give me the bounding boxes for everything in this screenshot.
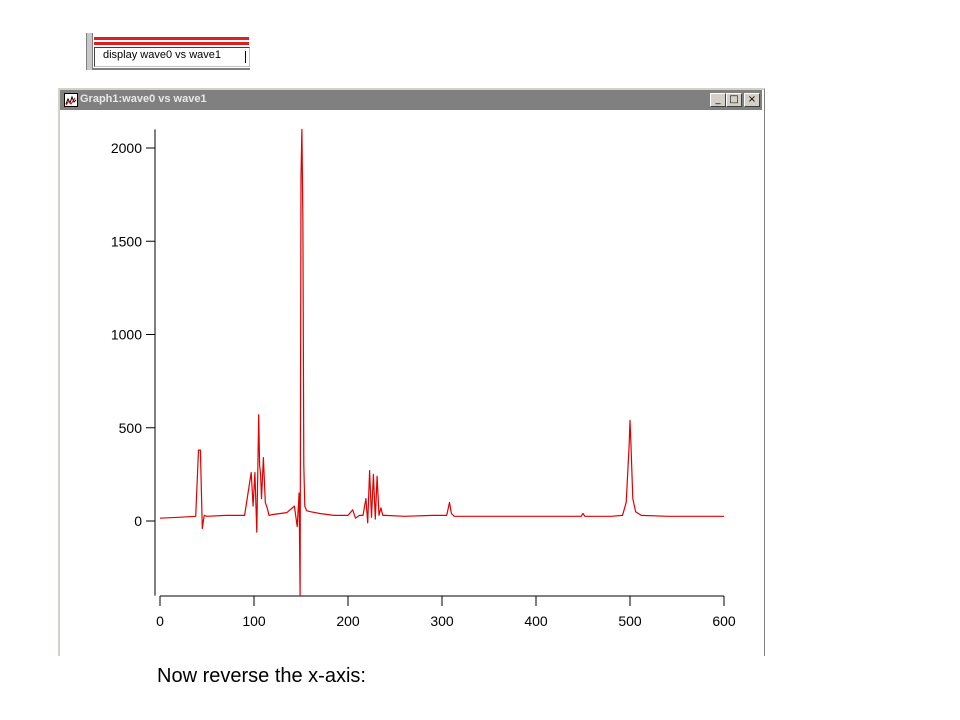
command-grip[interactable]	[86, 33, 93, 70]
command-input[interactable]: display wave0 vs wave1	[94, 47, 250, 67]
y-tick-label: 500	[119, 420, 143, 436]
x-tick-label: 300	[430, 613, 454, 629]
graph-icon[interactable]	[64, 93, 78, 107]
text-caret	[245, 51, 246, 63]
close-button[interactable]: ×	[744, 93, 760, 107]
y-tick-label: 0	[134, 513, 142, 529]
x-tick-label: 100	[242, 613, 266, 629]
command-line: display wave0 vs wave1	[86, 33, 250, 70]
window-title: Graph1:wave0 vs wave1	[80, 93, 207, 105]
maximize-button[interactable]: □	[726, 93, 742, 107]
instruction-text: Now reverse the x-axis:	[157, 665, 366, 687]
series-group	[159, 128, 724, 597]
y-tick-label: 2000	[111, 140, 142, 156]
series-line	[159, 128, 724, 597]
graph-window: Graph1:wave0 vs wave1 _ □ ×	[58, 88, 765, 656]
window-titlebar[interactable]: Graph1:wave0 vs wave1 _ □ ×	[60, 90, 762, 110]
command-text: display wave0 vs wave1	[103, 49, 222, 61]
command-divider	[92, 68, 250, 70]
history-bar-2	[94, 42, 249, 45]
history-bar	[94, 37, 249, 40]
y-tick-label: 1000	[111, 327, 142, 343]
axes: 0 500 1000 1500 2000 0 100 200 300 400 500 600	[111, 129, 736, 629]
minimize-button[interactable]: _	[710, 93, 726, 107]
x-tick-label: 500	[618, 613, 642, 629]
y-tick-label: 1500	[111, 233, 142, 249]
plot-area[interactable]: 0 500 1000 1500 2000 0 100 200 300 400 500 600	[60, 90, 750, 645]
x-tick-label: 0	[156, 613, 164, 629]
x-tick-label: 200	[336, 613, 360, 629]
x-tick-label: 400	[524, 613, 548, 629]
x-tick-label: 600	[712, 613, 736, 629]
